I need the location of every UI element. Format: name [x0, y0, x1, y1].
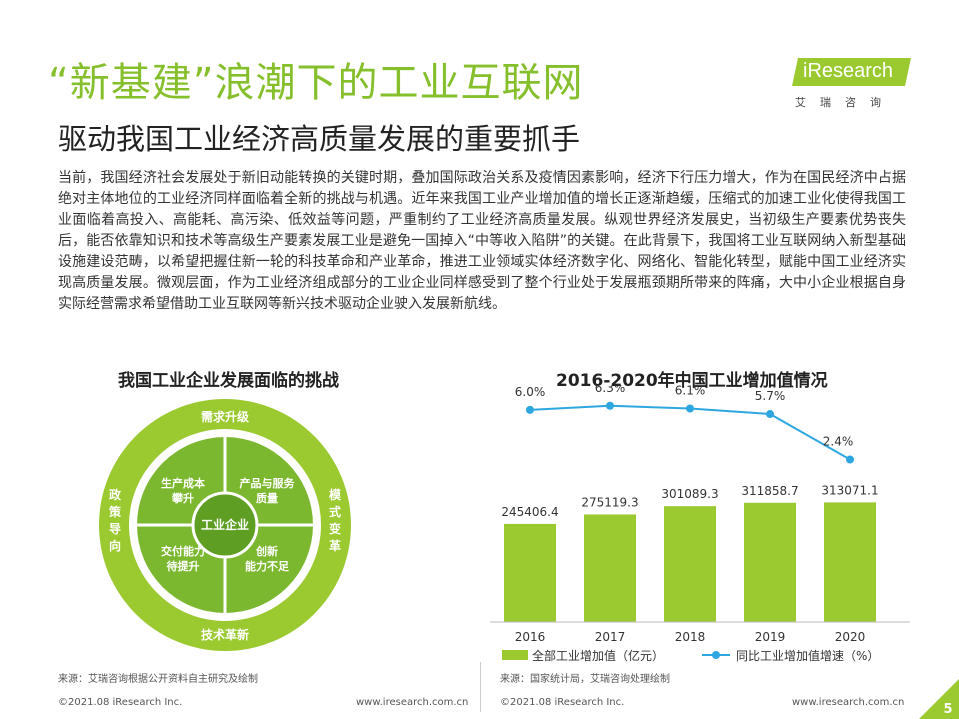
x-tick-2016: 2016: [515, 630, 546, 644]
left-source-note: 来源：艾瑞咨询根据公开资料自主研究及绘制: [58, 674, 258, 685]
inner-label-top-left: 生产成本攀升: [161, 476, 205, 505]
growth-point-2018: [686, 404, 694, 413]
outer-top-label: 需求升级: [201, 409, 249, 424]
bar-label-2020: 313071.1: [821, 483, 878, 497]
x-tick-2020: 2020: [835, 630, 866, 644]
bar-label-2017: 275119.3: [581, 495, 638, 509]
right-source-note: 来源：国家统计局，艾瑞咨询处理绘制: [500, 674, 670, 685]
page-title: “新基建”浪潮下的工业互联网: [48, 60, 584, 106]
inner-label-bottom-right: 创新能力不足: [245, 544, 290, 573]
legend-line-marker: [712, 651, 720, 659]
bar-label-2019: 311858.7: [741, 484, 798, 498]
growth-point-2017: [606, 401, 614, 410]
inner-label-bottom-left: 交付能力待提升: [161, 544, 205, 573]
page-corner-triangle: [919, 679, 959, 719]
x-tick-2018: 2018: [675, 630, 706, 644]
growth-label-2019: 5.7%: [755, 389, 786, 403]
chart-title: 2016-2020年中国工业增加值情况: [556, 371, 828, 391]
outer-right-label: 模式变革: [329, 487, 342, 553]
inner-label-top-right: 产品与服务质量: [240, 476, 296, 505]
footer-divider: [480, 662, 481, 712]
logo-cn: 艾瑞咨询: [795, 96, 895, 109]
growth-label-2018: 6.1%: [675, 385, 706, 398]
bar-2018: [664, 506, 716, 622]
outer-left-label: 政策导向: [109, 487, 122, 553]
legend-line-label: 同比工业增加值增速（%）: [736, 648, 879, 663]
challenges-diagram: 工业企业 需求升级 技术革新 政策导向 模式变革 生产成本攀升 产品与服务质量 …: [99, 399, 351, 651]
iresearch-logo: iResearch 艾瑞咨询: [792, 48, 915, 118]
x-tick-2017: 2017: [595, 630, 626, 644]
growth-point-2020: [846, 455, 854, 464]
bar-2017: [584, 514, 636, 622]
bar-2020: [824, 502, 876, 622]
page-subtitle: 驱动我国工业经济高质量发展的重要抓手: [58, 122, 581, 156]
footer-url-right[interactable]: www.iresearch.com.cn: [792, 697, 905, 708]
bar-label-2016: 245406.4: [501, 505, 558, 519]
industrial-value-chart: 245406.4 275119.3 301089.3 311858.7 313071.1…: [490, 385, 910, 663]
x-tick-2019: 2019: [755, 630, 786, 644]
growth-label-2020: 2.4%: [823, 434, 854, 448]
growth-label-2017: 6.3%: [595, 385, 626, 395]
center-circle: [191, 491, 259, 559]
footer-copyright-left: ©2021.08 iResearch Inc.: [58, 697, 183, 708]
diagram-title: 我国工业企业发展面临的挑战: [118, 371, 339, 391]
bar-label-2018: 301089.3: [661, 487, 718, 501]
intro-paragraph: 当前，我国经济社会发展处于新旧动能转换的关键时期，叠加国际政治关系及疫情因素影响…: [58, 170, 906, 312]
footer-copyright-right: ©2021.08 iResearch Inc.: [500, 697, 625, 708]
page-corner: 5: [919, 679, 959, 719]
legend-bar-label: 全部工业增加值（亿元）: [532, 648, 664, 663]
legend-bar-swatch: [502, 650, 528, 660]
growth-point-2019: [766, 410, 774, 419]
growth-point-2016: [526, 405, 534, 414]
footer-url-left[interactable]: www.iresearch.com.cn: [356, 697, 469, 708]
page-number: 5: [943, 702, 952, 717]
growth-line: [529, 404, 851, 461]
bar-2016: [504, 523, 556, 622]
growth-label-2016: 6.0%: [515, 385, 546, 399]
outer-bottom-label: 技术革新: [201, 627, 249, 642]
center-label: 工业企业: [201, 517, 249, 532]
logo-name: iResearch: [803, 60, 894, 82]
bar-2019: [744, 502, 796, 622]
